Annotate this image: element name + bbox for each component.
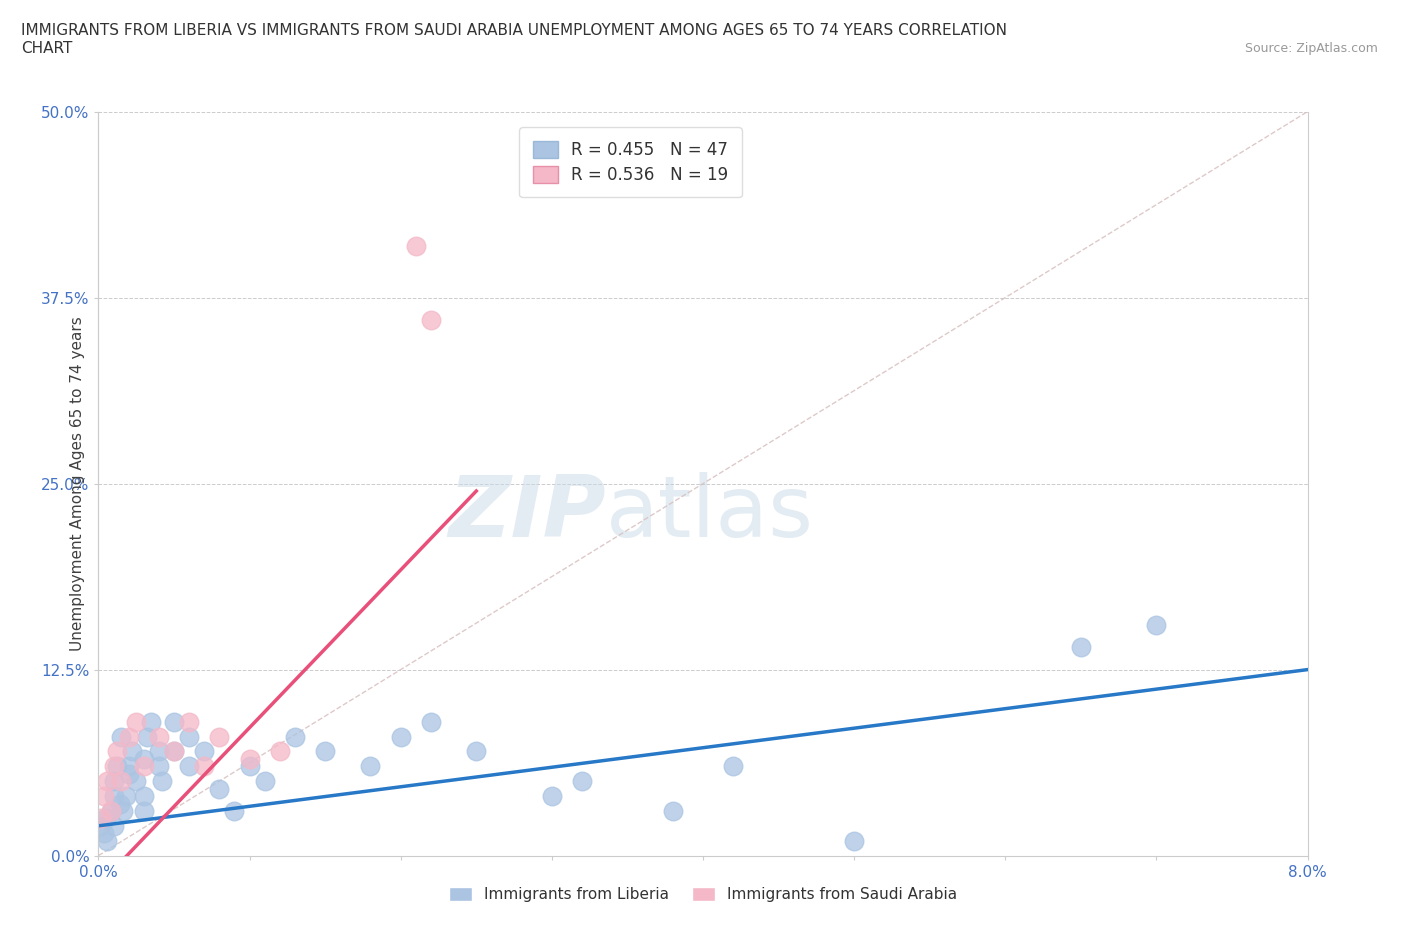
Point bbox=[103, 759, 125, 774]
Point bbox=[844, 833, 866, 848]
Point bbox=[179, 714, 201, 729]
Point bbox=[132, 751, 155, 766]
Point bbox=[132, 804, 155, 818]
Point bbox=[96, 774, 118, 789]
Point bbox=[114, 789, 136, 804]
Point bbox=[110, 774, 132, 789]
Point bbox=[103, 789, 125, 804]
Point bbox=[420, 714, 443, 729]
Point bbox=[224, 804, 246, 818]
Point bbox=[239, 759, 262, 774]
Point bbox=[90, 811, 112, 826]
Text: Source: ZipAtlas.com: Source: ZipAtlas.com bbox=[1244, 42, 1378, 55]
Point bbox=[179, 729, 201, 744]
Point bbox=[125, 774, 148, 789]
Y-axis label: Unemployment Among Ages 65 to 74 years: Unemployment Among Ages 65 to 74 years bbox=[69, 316, 84, 651]
Point bbox=[108, 796, 131, 811]
Point bbox=[100, 804, 122, 818]
Point bbox=[723, 759, 745, 774]
Point bbox=[389, 729, 412, 744]
Point bbox=[465, 744, 488, 759]
Point bbox=[90, 818, 112, 833]
Point bbox=[96, 833, 118, 848]
Text: ZIP: ZIP bbox=[449, 472, 606, 555]
Point bbox=[121, 744, 143, 759]
Point bbox=[93, 826, 115, 841]
Point bbox=[405, 238, 427, 253]
Point bbox=[269, 744, 291, 759]
Point bbox=[360, 759, 382, 774]
Point bbox=[253, 774, 276, 789]
Point bbox=[118, 729, 141, 744]
Point bbox=[239, 751, 262, 766]
Point bbox=[132, 789, 155, 804]
Point bbox=[100, 804, 122, 818]
Point bbox=[118, 766, 141, 781]
Point bbox=[193, 759, 215, 774]
Text: atlas: atlas bbox=[606, 472, 814, 555]
Point bbox=[148, 744, 170, 759]
Point bbox=[284, 729, 307, 744]
Point bbox=[1070, 640, 1092, 655]
Point bbox=[150, 774, 173, 789]
Point bbox=[103, 818, 125, 833]
Legend: Immigrants from Liberia, Immigrants from Saudi Arabia: Immigrants from Liberia, Immigrants from… bbox=[443, 881, 963, 909]
Point bbox=[148, 759, 170, 774]
Point bbox=[125, 714, 148, 729]
Point bbox=[208, 729, 231, 744]
Point bbox=[111, 804, 134, 818]
Point bbox=[110, 729, 132, 744]
Point bbox=[571, 774, 593, 789]
Point bbox=[179, 759, 201, 774]
Point bbox=[105, 759, 128, 774]
Point bbox=[105, 744, 128, 759]
Point bbox=[103, 774, 125, 789]
Point bbox=[135, 729, 157, 744]
Point bbox=[118, 759, 141, 774]
Point bbox=[163, 744, 186, 759]
Point bbox=[661, 804, 683, 818]
Point bbox=[132, 759, 155, 774]
Point bbox=[314, 744, 336, 759]
Point bbox=[1146, 618, 1168, 632]
Point bbox=[93, 789, 115, 804]
Point bbox=[141, 714, 163, 729]
Point bbox=[148, 729, 170, 744]
Text: IMMIGRANTS FROM LIBERIA VS IMMIGRANTS FROM SAUDI ARABIA UNEMPLOYMENT AMONG AGES : IMMIGRANTS FROM LIBERIA VS IMMIGRANTS FR… bbox=[21, 23, 1007, 56]
Point bbox=[208, 781, 231, 796]
Point bbox=[193, 744, 215, 759]
Point bbox=[163, 744, 186, 759]
Point bbox=[163, 714, 186, 729]
Point bbox=[94, 811, 117, 826]
Point bbox=[420, 312, 443, 327]
Point bbox=[540, 789, 562, 804]
Legend: R = 0.455   N = 47, R = 0.536   N = 19: R = 0.455 N = 47, R = 0.536 N = 19 bbox=[519, 127, 741, 197]
